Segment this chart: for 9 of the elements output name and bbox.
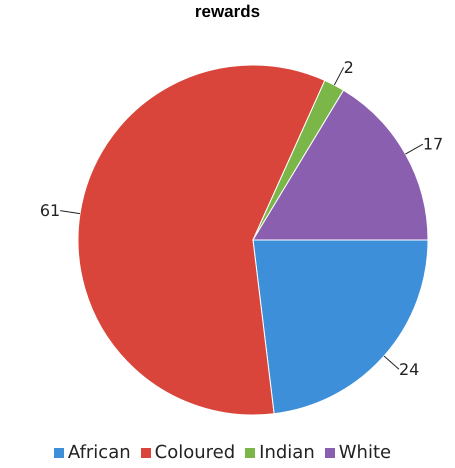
legend-label: White [338, 442, 392, 463]
data-label: 61 [40, 201, 60, 220]
legend-label: African [68, 442, 131, 463]
legend-label: Coloured [154, 442, 236, 463]
chart-title: rewards [194, 2, 262, 22]
legend-label: Indian [259, 442, 315, 463]
data-label: 2 [344, 58, 354, 77]
data-label: 24 [398, 360, 420, 379]
data-label: 17 [422, 134, 444, 154]
